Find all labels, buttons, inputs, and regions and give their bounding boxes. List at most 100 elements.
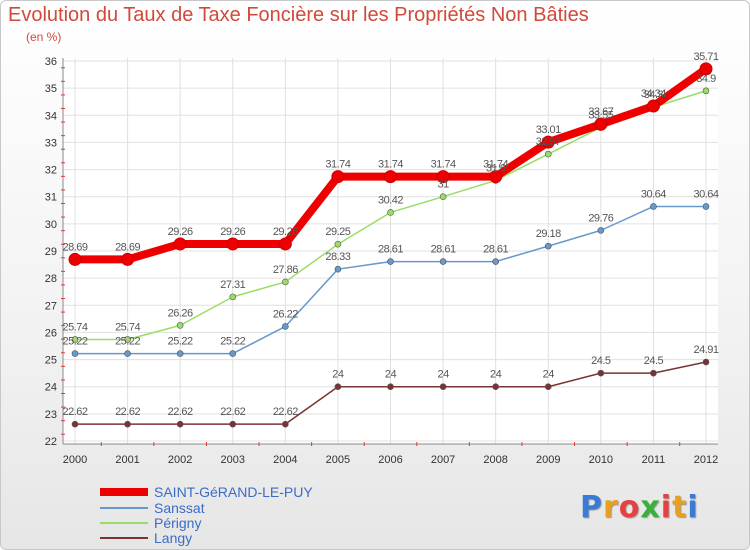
data-label: 28.61 <box>483 244 508 256</box>
data-point <box>124 420 131 428</box>
legend-swatch <box>100 507 148 509</box>
y-tick-label: 28 <box>45 273 57 285</box>
y-tick-label: 23 <box>45 409 57 421</box>
x-tick-label: 2003 <box>221 454 245 466</box>
y-tick-label: 32 <box>45 165 57 177</box>
y-tick-label: 22 <box>45 436 57 448</box>
data-label: 24 <box>385 369 397 381</box>
data-point <box>597 369 605 377</box>
data-point <box>489 170 503 184</box>
data-point <box>176 350 184 357</box>
data-point <box>650 203 657 210</box>
data-label: 27.31 <box>220 279 245 291</box>
data-point <box>544 383 552 391</box>
data-label: 28.69 <box>62 241 87 253</box>
data-point <box>702 203 710 210</box>
data-point <box>436 170 450 184</box>
data-label: 31.74 <box>378 159 403 171</box>
x-tick-label: 2004 <box>273 454 297 466</box>
legend-swatch <box>100 488 148 496</box>
data-label: 29.76 <box>588 212 613 224</box>
data-label: 31 <box>437 179 449 191</box>
data-label: 28.61 <box>378 244 403 256</box>
data-label: 29.18 <box>536 228 561 240</box>
data-point <box>334 265 342 273</box>
data-label: 33.01 <box>536 124 561 136</box>
legend-swatch <box>100 522 148 524</box>
data-label: 25.74 <box>115 321 140 333</box>
legend-item: Langy <box>100 530 192 546</box>
data-point <box>121 252 135 266</box>
data-label: 26.22 <box>273 308 298 320</box>
data-label: 27.86 <box>273 264 298 276</box>
data-point <box>650 369 657 377</box>
x-tick-label: 2000 <box>63 454 87 466</box>
data-point <box>646 99 660 113</box>
data-label: 24.91 <box>693 344 718 356</box>
y-tick-label: 34 <box>45 110 57 122</box>
data-point <box>173 237 187 251</box>
data-point <box>229 420 237 428</box>
x-tick-label: 2001 <box>115 454 139 466</box>
data-point <box>124 336 131 343</box>
data-label: 29.26 <box>220 226 245 238</box>
data-point <box>439 193 447 201</box>
data-label: 28.61 <box>431 244 456 256</box>
x-tick-label: 2005 <box>326 454 350 466</box>
x-tick-label: 2012 <box>694 454 718 466</box>
data-label: 30.42 <box>378 194 403 206</box>
data-point <box>541 135 555 149</box>
data-point <box>334 240 342 248</box>
data-label: 24 <box>543 369 555 381</box>
data-label: 31.6 <box>486 162 506 174</box>
data-label: 24.5 <box>644 355 664 367</box>
data-label: 22.62 <box>273 406 298 418</box>
y-tick-label: 31 <box>45 192 57 204</box>
data-label: 31.74 <box>483 159 508 171</box>
data-point <box>492 258 499 265</box>
y-axis-unit: (en %) <box>26 30 62 44</box>
data-label: 25.22 <box>62 336 87 348</box>
legend-item: Périgny <box>100 515 201 531</box>
data-point <box>124 350 131 357</box>
x-tick-label: 2002 <box>168 454 192 466</box>
data-label: 24 <box>490 369 502 381</box>
data-point <box>282 278 289 286</box>
data-label: 25.22 <box>220 336 245 348</box>
legend-label: Sanssat <box>154 500 205 516</box>
data-point <box>544 242 552 250</box>
data-point <box>594 117 608 131</box>
data-point <box>226 237 240 251</box>
data-label: 29.26 <box>168 226 193 238</box>
data-point <box>492 383 499 391</box>
data-point <box>702 358 710 366</box>
data-label: 24 <box>437 369 449 381</box>
x-tick-label: 2007 <box>431 454 455 466</box>
data-point <box>68 252 82 266</box>
x-tick-label: 2006 <box>378 454 402 466</box>
data-point <box>334 383 342 391</box>
y-tick-label: 25 <box>45 355 57 367</box>
data-label: 35.71 <box>693 51 718 63</box>
y-tick-label: 29 <box>45 246 57 258</box>
data-label: 28.33 <box>325 251 350 263</box>
data-point <box>387 209 394 216</box>
y-tick-label: 27 <box>45 300 57 312</box>
data-label: 29.25 <box>325 226 350 238</box>
data-point <box>71 420 79 428</box>
data-point <box>544 150 552 158</box>
data-label: 24.5 <box>591 355 611 367</box>
y-tick-label: 36 <box>45 56 57 68</box>
data-point <box>282 323 289 330</box>
legend-label: Langy <box>154 530 193 546</box>
y-tick-label: 24 <box>45 382 57 394</box>
data-point <box>71 336 79 343</box>
data-point <box>384 170 397 184</box>
data-label: 25.74 <box>62 321 87 333</box>
chart-title: Evolution du Taux de Taxe Foncière sur l… <box>8 4 589 26</box>
legend-label: SAINT-GéRAND-LE-PUY <box>154 484 313 500</box>
data-label: 26.26 <box>168 307 193 319</box>
data-label: 25.22 <box>168 336 193 348</box>
data-label: 22.62 <box>115 406 140 418</box>
data-point <box>229 293 237 301</box>
